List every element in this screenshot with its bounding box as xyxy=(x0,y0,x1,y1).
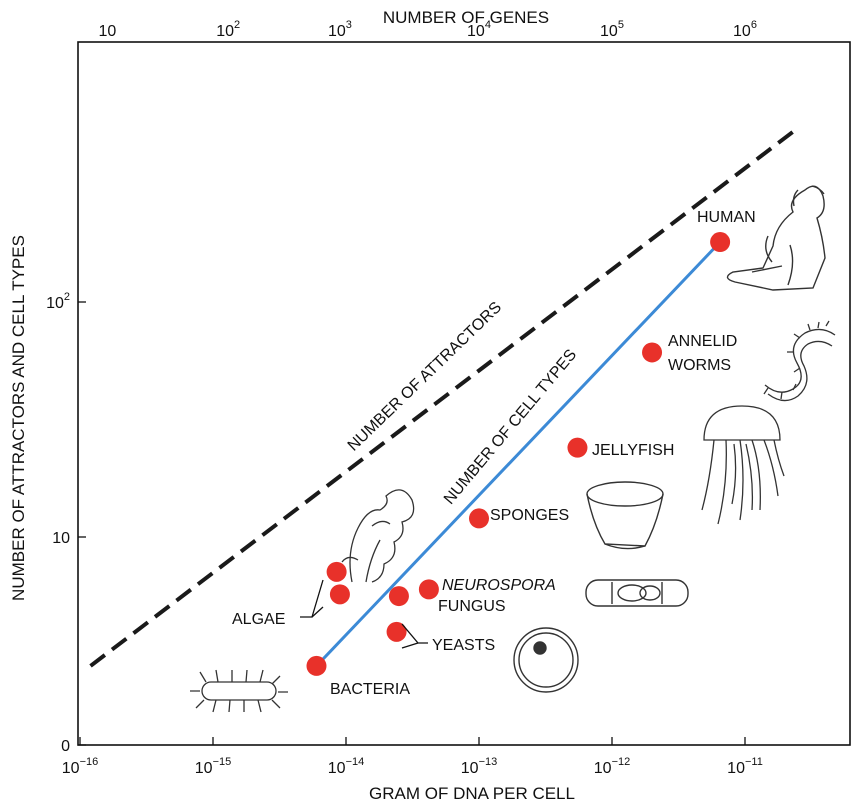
data-point xyxy=(306,655,327,676)
x2-tick-label: 102 xyxy=(216,19,240,40)
human-illustration xyxy=(726,185,826,291)
x-tick-label: 10−13 xyxy=(461,756,497,777)
y-tick-label: 10 xyxy=(52,530,70,547)
sponge-illustration xyxy=(586,481,664,550)
y-tick-label: 0 xyxy=(61,738,70,755)
x2-tick-label: 103 xyxy=(328,19,352,40)
x2-tick-label: 105 xyxy=(600,19,624,40)
data-point xyxy=(469,508,489,529)
data-point xyxy=(326,561,347,582)
x2-tick-label: 106 xyxy=(733,19,757,40)
x-tick-label: 10−15 xyxy=(195,756,231,777)
cell-types-line xyxy=(315,240,722,667)
worms-label: WORMS xyxy=(668,357,731,374)
cell-types-line-label: NUMBER OF CELL TYPES xyxy=(441,346,580,507)
x-tick-label: 10−14 xyxy=(328,756,364,777)
yeasts-leader-2 xyxy=(401,642,419,649)
x-axis-title: GRAM OF DNA PER CELL xyxy=(369,784,575,803)
leader-lines xyxy=(300,579,428,649)
bacteria-illustration xyxy=(190,669,288,713)
jellyfish-label: JELLYFISH xyxy=(592,442,674,459)
algae-label: ALGAE xyxy=(232,611,285,628)
attractors-line-label: NUMBER OF ATTRACTORS xyxy=(345,299,505,455)
data-point xyxy=(386,621,407,642)
x2-axis-title: NUMBER OF GENES xyxy=(383,8,549,27)
plot-border xyxy=(77,41,851,746)
x-tick-label: 10−11 xyxy=(727,756,763,777)
neurospora-illustration xyxy=(585,579,689,607)
plot-frame xyxy=(77,41,851,746)
annelid-label: ANNELID xyxy=(668,333,737,350)
yeasts-label: YEASTS xyxy=(432,637,495,654)
data-point xyxy=(642,342,663,363)
axis-ticks: 10−16 10−15 10−14 10−13 10−12 10−11 10 102 103 10… xyxy=(46,19,763,777)
x2-tick-label: 10 xyxy=(99,23,117,40)
algae-leader xyxy=(300,579,324,618)
data-point xyxy=(567,437,588,458)
human-label: HUMAN xyxy=(697,209,756,226)
worm-illustration xyxy=(763,320,836,402)
data-point xyxy=(388,586,409,607)
jellyfish-illustration xyxy=(701,405,785,525)
data-points xyxy=(306,232,731,676)
data-point xyxy=(710,232,731,253)
bacteria-label: BACTERIA xyxy=(330,681,410,698)
y-axis-title: NUMBER OF ATTRACTORS AND CELL TYPES xyxy=(9,235,28,601)
x-tick-label: 10−16 xyxy=(62,756,98,777)
neurospora-label: NEUROSPORA xyxy=(442,577,556,594)
x2-tick-label: 104 xyxy=(467,19,491,40)
fungus-label: FUNGUS xyxy=(438,598,506,615)
attractors-line xyxy=(89,126,800,668)
y-tick-label: 102 xyxy=(46,291,70,312)
algae-leader-2 xyxy=(311,606,324,618)
data-point xyxy=(418,579,439,600)
yeast-illustration xyxy=(513,627,579,693)
algae-illustration xyxy=(341,489,415,583)
data-point xyxy=(329,584,350,605)
x-tick-label: 10−12 xyxy=(594,756,630,777)
series-lines xyxy=(89,126,800,668)
sponges-label: SPONGES xyxy=(490,507,569,524)
